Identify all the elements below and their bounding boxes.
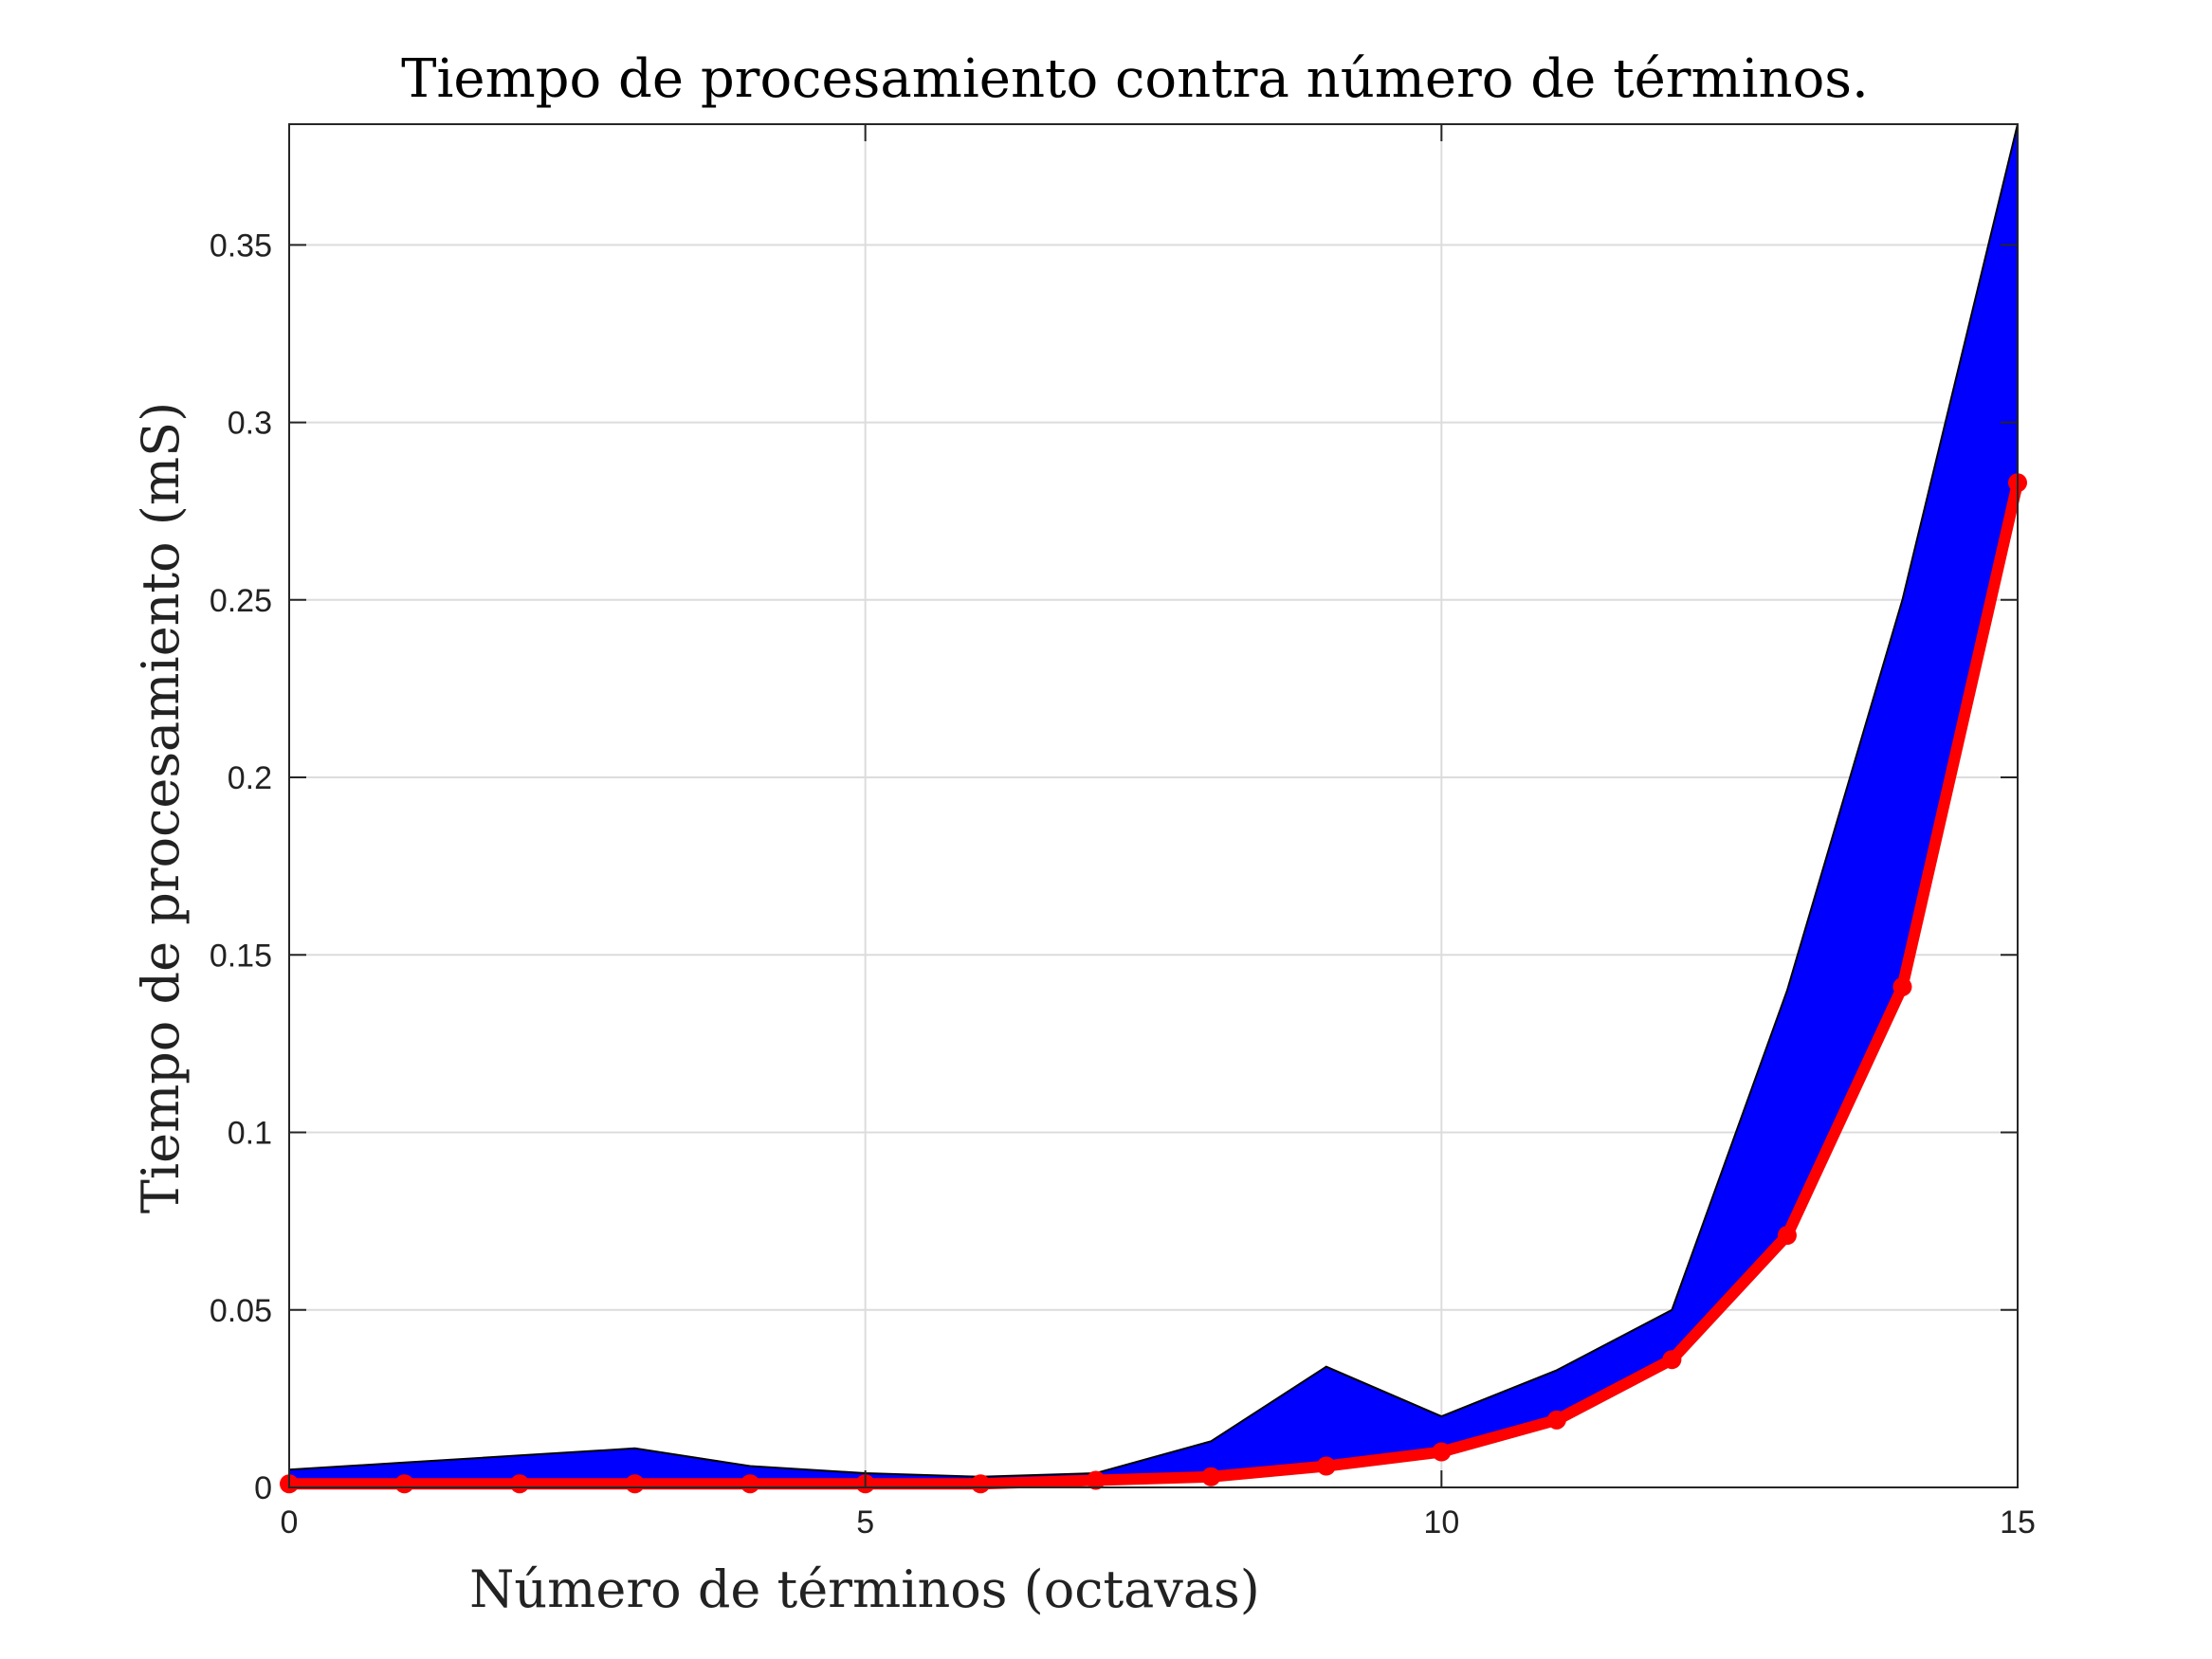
grid-lines [289, 124, 2018, 1487]
data-point [1546, 1410, 1566, 1430]
chart-title: Tiempo de procesamiento contra número de… [401, 48, 1869, 110]
y-tick-label: 0.3 [228, 406, 272, 442]
series-line [283, 477, 2023, 1490]
axes-box [288, 123, 2019, 1488]
x-tick-label: 15 [2000, 1504, 2036, 1540]
y-tick-label: 0.2 [228, 760, 272, 796]
x-tick-labels: 0 5 10 15 [281, 1504, 2036, 1540]
x-tick-label: 5 [856, 1504, 874, 1540]
y-tick-label: 0.05 [210, 1293, 272, 1329]
data-point [394, 1474, 414, 1494]
data-point [1662, 1350, 1682, 1370]
data-point [1201, 1467, 1221, 1486]
y-tick-label: 0.25 [210, 583, 272, 619]
data-point [1432, 1442, 1452, 1462]
x-tick-label: 10 [1423, 1504, 1459, 1540]
data-point [1086, 1470, 1106, 1490]
data-point [971, 1474, 991, 1494]
y-tick-label: 0.35 [210, 228, 272, 264]
y-tick-label: 0.15 [210, 938, 272, 974]
tick-marks [288, 124, 2019, 1488]
y-axis-label: Tiempo de procesamiento (mS) [131, 402, 191, 1213]
y-tick-label: 0 [254, 1470, 272, 1506]
data-point [1777, 1226, 1797, 1246]
data-point [1316, 1456, 1336, 1476]
data-point [510, 1474, 530, 1494]
y-tick-labels: 0 0.05 0.1 0.15 0.2 0.25 0.3 0.35 [210, 228, 272, 1506]
data-point [1892, 976, 1912, 996]
x-axis-label: Número de términos (octavas) [469, 1559, 1260, 1619]
variance-band [288, 123, 2019, 1486]
y-tick-label: 0.1 [228, 1116, 272, 1152]
data-point [625, 1474, 645, 1494]
data-point [740, 1474, 760, 1494]
band-area [288, 123, 2019, 1486]
series-layer [280, 473, 2027, 1494]
x-tick-label: 0 [281, 1504, 299, 1540]
